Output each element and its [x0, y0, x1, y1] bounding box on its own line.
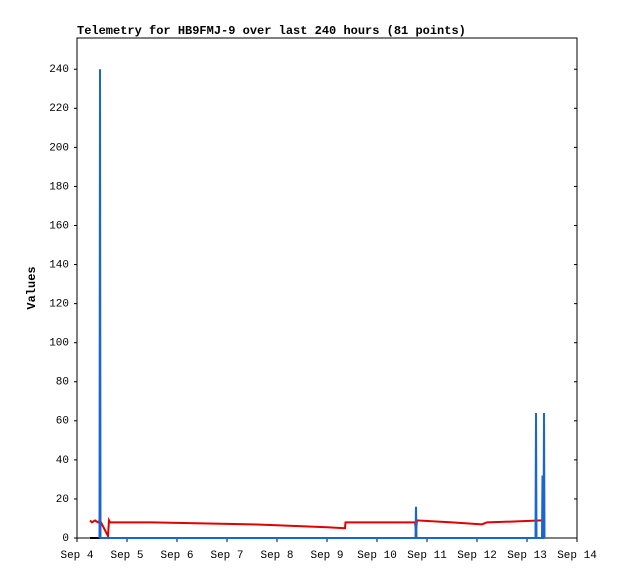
y-tick-label: 20	[56, 494, 69, 506]
x-tick-label: Sep 5	[110, 550, 143, 562]
x-tick-label: Sep 10	[357, 550, 397, 562]
y-tick-label: 220	[49, 103, 69, 115]
x-tick-label: Sep 7	[210, 550, 243, 562]
x-tick-label: Sep 8	[260, 550, 293, 562]
y-tick-label: 200	[49, 142, 69, 154]
x-tick-label: Sep 6	[160, 550, 193, 562]
x-tick-label: Sep 14	[557, 550, 597, 562]
x-tick-label: Sep 12	[457, 550, 497, 562]
x-tick-label: Sep 9	[310, 550, 343, 562]
y-tick-label: 140	[49, 259, 69, 271]
x-tick-label: Sep 4	[60, 550, 93, 562]
y-tick-label: 160	[49, 220, 69, 232]
y-tick-label: 40	[56, 455, 69, 467]
y-tick-label: 60	[56, 416, 69, 428]
x-tick-label: Sep 11	[407, 550, 447, 562]
x-tick-label: Sep 13	[507, 550, 547, 562]
series-line	[98, 69, 546, 539]
y-tick-label: 100	[49, 338, 69, 350]
y-tick-label: 0	[62, 533, 69, 545]
y-tick-label: 180	[49, 181, 69, 193]
y-tick-label: 240	[49, 64, 69, 76]
y-axis-label: Values	[25, 266, 39, 309]
chart-title: Telemetry for HB9FMJ-9 over last 240 hou…	[77, 24, 466, 38]
y-tick-label: 120	[49, 299, 69, 311]
y-tick-label: 80	[56, 377, 69, 389]
